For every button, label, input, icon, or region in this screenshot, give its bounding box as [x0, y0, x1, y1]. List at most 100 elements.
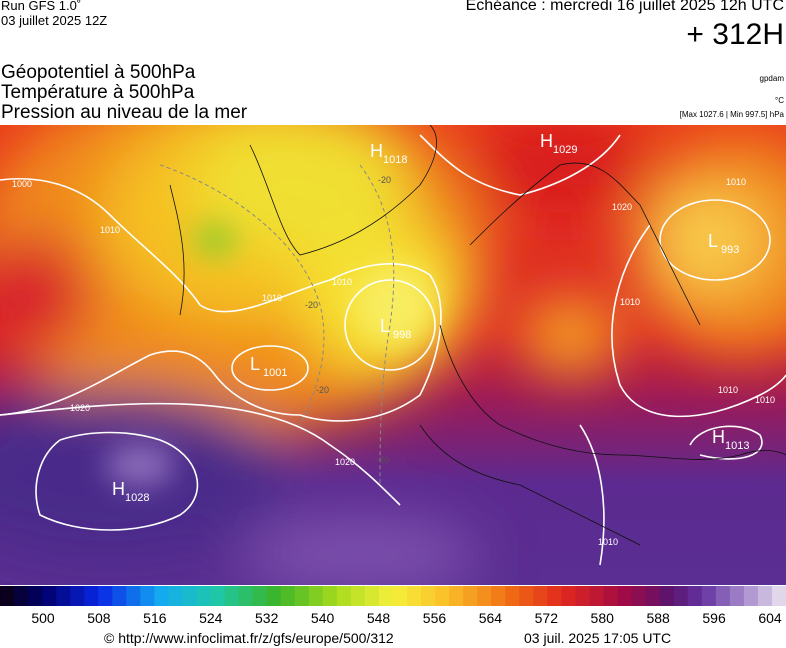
temperature-detail	[105, 222, 435, 487]
colorbar-cell	[364, 586, 380, 606]
title: Température à 500hPa	[1, 82, 195, 103]
colorbar-cell	[477, 586, 492, 606]
colorbar-cell	[701, 586, 717, 606]
colorbar-cell	[28, 586, 43, 606]
pressure-center-type: H	[112, 479, 125, 499]
colorbar-cell	[463, 586, 478, 606]
colorbar-cell	[575, 586, 590, 606]
colorbar-cell	[421, 586, 436, 606]
colorbar-cell	[336, 586, 352, 606]
colorbar-cell	[589, 586, 605, 606]
colorbar-cell	[743, 586, 759, 606]
colorbar-cell	[112, 586, 127, 606]
colorbar-tick-label: 604	[758, 610, 782, 626]
colorbar-cell	[729, 586, 745, 606]
isobar-label: 1010	[755, 395, 775, 405]
pressure-center-value: 1029	[553, 144, 577, 156]
colorbar-cell	[266, 586, 282, 606]
unit: gpdam	[759, 74, 784, 83]
run-date: 03 juillet 2025 12Z	[1, 13, 108, 28]
isotherm-label: -20	[305, 300, 318, 310]
colorbar-cell	[435, 586, 450, 606]
pressure-center-value: 1028	[125, 492, 149, 504]
colorbar-cell	[547, 586, 562, 606]
pressure-center-value: 1013	[725, 440, 749, 452]
colorbar-tick-label: 556	[423, 610, 447, 626]
colorbar-cell	[126, 586, 141, 606]
isobar-label: 1010	[726, 177, 746, 187]
isobar-label: 1010	[100, 225, 120, 235]
pressure-center-value: 998	[393, 329, 411, 341]
colorbar-tick-label: 532	[255, 610, 279, 626]
unit: °C	[775, 96, 784, 105]
colorbar-tick-label: 516	[143, 610, 167, 626]
colorbar-cell	[757, 586, 773, 606]
colorbar-cell	[350, 586, 366, 606]
colorbar-cell	[168, 586, 183, 606]
colorbar-cell	[378, 586, 394, 606]
pressure-center-type: H	[370, 141, 383, 161]
colorbar-cell	[519, 586, 534, 606]
colorbar-cell	[603, 586, 619, 606]
isobar-label: 1010	[332, 277, 352, 287]
pressure-center-value: 993	[721, 244, 739, 256]
colorbar-cell	[0, 586, 15, 606]
colorbar-cell	[196, 586, 212, 606]
pressure-center-type: L	[708, 231, 718, 251]
colorbar-cell	[659, 586, 675, 606]
colorbar-cell	[673, 586, 689, 606]
colorbar-cell	[715, 586, 731, 606]
lead-time: + 312H	[686, 18, 784, 51]
colorbar-cell	[505, 586, 520, 606]
colorbar-cell	[252, 586, 268, 606]
colorbar-cell	[42, 586, 57, 606]
valid-time: Echéance : mercredi 16 juillet 2025 12h …	[465, 0, 784, 14]
colorbar-cell	[407, 586, 422, 606]
colorbar-cell	[322, 586, 338, 606]
unit: [Max 1027.6 | Min 997.5] hPa	[679, 110, 784, 119]
isotherm-label: -20	[376, 455, 389, 465]
colorbar-cell	[14, 586, 29, 606]
run-label: Run GFS 1.0˚	[1, 0, 82, 13]
pressure-center-type: L	[250, 354, 260, 374]
colorbar-cell	[308, 586, 324, 606]
colorbar-cell	[449, 586, 464, 606]
colorbar-tick-label: 596	[702, 610, 726, 626]
isobar-label: 1010	[598, 537, 618, 547]
colorbar-tick-label: 548	[367, 610, 391, 626]
isotherm-label: -20	[316, 385, 329, 395]
coastlines	[169, 125, 786, 546]
isotherm-label: -20	[378, 175, 391, 185]
title: Géopotentiel à 500hPa	[1, 62, 196, 83]
colorbar-tick-label: 500	[31, 610, 55, 626]
generated-time: 03 juil. 2025 17:05 UTC	[524, 630, 672, 646]
colorbar-cell	[56, 586, 71, 606]
colorbar-tick-label: 572	[535, 610, 559, 626]
colorbar-cell	[617, 586, 633, 606]
colorbar-cell	[238, 586, 254, 606]
colorbar-tick-label: 580	[591, 610, 615, 626]
pressure-center-type: H	[712, 427, 725, 447]
isobar-label: 1020	[612, 202, 632, 212]
colorbar-cell	[210, 586, 226, 606]
colorbar-labels: 500 508 516 524 532 540 548 556 564 572 580 588 596 6…	[31, 610, 782, 626]
colorbar-cell	[294, 586, 310, 606]
colorbar-tick-label: 524	[199, 610, 223, 626]
isobar-label: 1010	[262, 293, 282, 303]
isobar-label: 1020	[70, 403, 90, 413]
colorbar-tick-label: 564	[479, 610, 503, 626]
colorbar-cell	[771, 586, 786, 606]
isobar-label: 1020	[335, 457, 355, 467]
colorbar-cell	[645, 586, 661, 606]
colorbar-cell	[98, 586, 113, 606]
isobar-label: 1010	[620, 297, 640, 307]
source-url: © http://www.infoclimat.fr/z/gfs/europe/…	[104, 630, 394, 646]
colorbar-tick-label: 508	[87, 610, 111, 626]
colorbar-cell	[84, 586, 99, 606]
title: Pression au niveau de la mer	[1, 102, 248, 123]
colorbar-cell	[154, 586, 169, 606]
pressure-center-value: 1018	[383, 154, 407, 166]
pressure-center-type: H	[540, 131, 553, 151]
isobars	[0, 134, 786, 566]
isobar-label: 1010	[718, 385, 738, 395]
